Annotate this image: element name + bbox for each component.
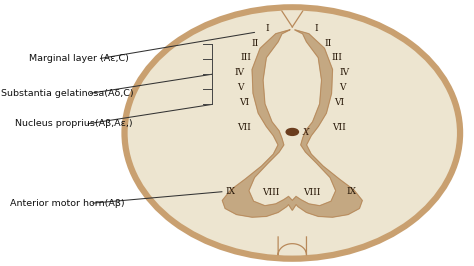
Text: IX: IX: [346, 187, 356, 196]
Ellipse shape: [125, 7, 460, 259]
Text: Nucleus proprius(Aβ,Aε,): Nucleus proprius(Aβ,Aε,): [15, 119, 133, 128]
Text: V: V: [237, 83, 244, 92]
Text: VIII: VIII: [262, 188, 280, 197]
Text: VII: VII: [332, 123, 346, 132]
Text: IV: IV: [339, 68, 349, 77]
Text: III: III: [332, 53, 343, 62]
Polygon shape: [222, 30, 362, 217]
Text: VI: VI: [239, 98, 249, 107]
Text: Anterior motor horn(Aβ): Anterior motor horn(Aβ): [10, 199, 125, 208]
Text: VII: VII: [237, 123, 251, 132]
Text: VIII: VIII: [303, 188, 320, 197]
Polygon shape: [282, 11, 303, 27]
Text: Marginal layer (Aε,C): Marginal layer (Aε,C): [29, 55, 129, 63]
Text: II: II: [324, 39, 331, 48]
Text: IV: IV: [234, 68, 245, 77]
Text: V: V: [338, 83, 345, 92]
Polygon shape: [278, 237, 307, 255]
Text: I: I: [315, 24, 318, 33]
Text: IX: IX: [226, 187, 236, 196]
Text: X: X: [303, 128, 309, 137]
Text: III: III: [240, 53, 251, 62]
Text: VI: VI: [334, 98, 344, 107]
Text: II: II: [251, 39, 259, 48]
Text: Substantia gelatinosa(Aδ,C): Substantia gelatinosa(Aδ,C): [0, 89, 133, 98]
Circle shape: [286, 128, 299, 135]
Text: I: I: [266, 24, 270, 33]
